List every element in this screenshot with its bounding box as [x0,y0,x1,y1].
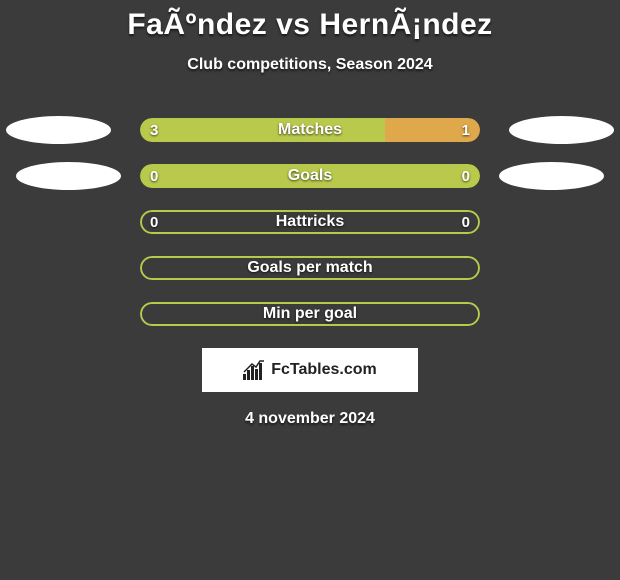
chart-icon [243,360,265,380]
player1-avatar-placeholder [16,162,121,190]
comparison-infographic: FaÃºndez vs HernÃ¡ndez Club competitions… [0,0,620,580]
stat-bar-empty [140,256,480,280]
stat-bar-fill [140,164,480,188]
stat-bar-empty [140,210,480,234]
stat-bar: Goals per match [140,256,480,280]
stat-bar: Min per goal [140,302,480,326]
stat-row: Goals per match [0,250,620,296]
stat-row: Goals00 [0,158,620,204]
stat-bar: Hattricks00 [140,210,480,234]
subtitle: Club competitions, Season 2024 [0,56,620,74]
date-label: 4 november 2024 [0,410,620,428]
stat-row: Hattricks00 [0,204,620,250]
brand-text: FcTables.com [271,361,377,379]
stat-bar: Goals00 [140,164,480,188]
stat-bar: Matches31 [140,118,480,142]
player2-avatar-placeholder [499,162,604,190]
stat-bar-fill-right [385,118,480,142]
player2-avatar-placeholder [509,116,614,144]
player1-avatar-placeholder [6,116,111,144]
stat-row: Matches31 [0,112,620,158]
brand-badge: FcTables.com [202,348,418,392]
stat-row: Min per goal [0,296,620,342]
stat-bar-fill-left [140,118,385,142]
stat-bar-empty [140,302,480,326]
page-title: FaÃºndez vs HernÃ¡ndez [0,0,620,42]
stat-rows: Matches31 Goals00 Hattricks00 Goals per mat… [0,112,620,342]
